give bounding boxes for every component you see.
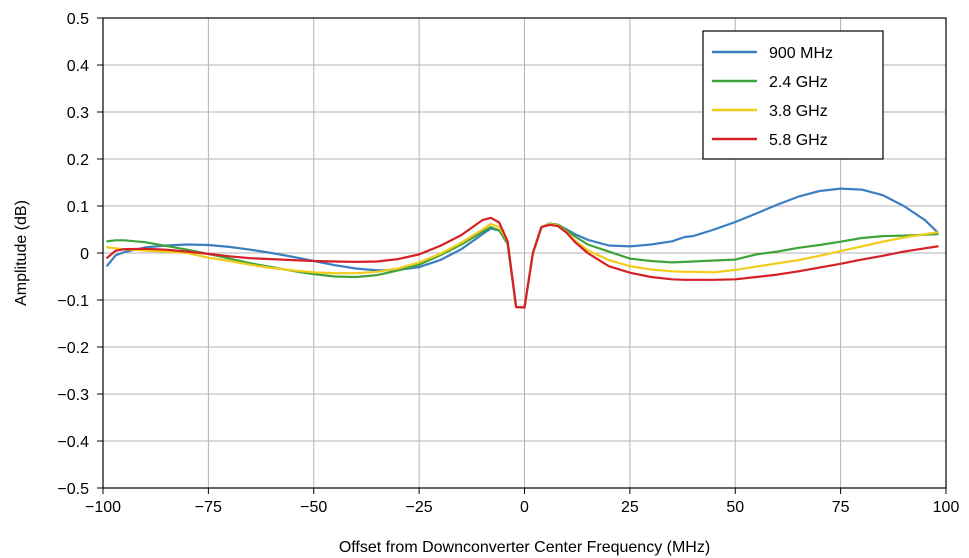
x-tick-label: −50 [300,499,327,516]
x-tick-label: −25 [406,499,433,516]
x-tick-label: 25 [621,499,639,516]
series-line-3.8-ghz [106,222,939,309]
y-tick-label: 0.5 [67,11,89,28]
y-tick-label: 0.2 [67,152,89,169]
series-line-5.8-ghz [106,216,939,309]
legend-label: 900 MHz [769,45,833,62]
series-lines [106,187,939,309]
y-tick-label: 0 [80,246,89,263]
y-tick-label: 0.4 [67,58,89,75]
x-tick-label: −75 [195,499,222,516]
x-axis-title: Offset from Downconverter Center Frequen… [339,539,710,556]
axis-ticks: −100 −75 −50 −25 0 25 50 75 100 −0.5 −0.4 −0.3 −0.2 −… [57,11,959,516]
legend-label: 5.8 GHz [769,132,828,149]
x-tick-label: 50 [726,499,744,516]
legend: 900 MHz 2.4 GHz 3.8 GHz 5.8 GHz [702,30,884,160]
x-tick-label: 0 [520,499,529,516]
y-tick-label: −0.3 [57,387,89,404]
y-axis-title: Amplitude (dB) [13,200,30,306]
y-tick-label: −0.1 [57,293,89,310]
x-tick-label: −100 [85,499,121,516]
y-tick-label: 0.1 [67,199,89,216]
y-tick-label: −0.2 [57,340,89,357]
y-tick-label: −0.4 [57,434,89,451]
y-tick-label: 0.3 [67,105,89,122]
y-tick-label: −0.5 [57,481,89,498]
x-tick-label: 75 [832,499,850,516]
legend-label: 3.8 GHz [769,103,828,120]
series-line-2.4-ghz [106,222,939,309]
x-tick-label: 100 [933,499,960,516]
legend-label: 2.4 GHz [769,74,828,91]
